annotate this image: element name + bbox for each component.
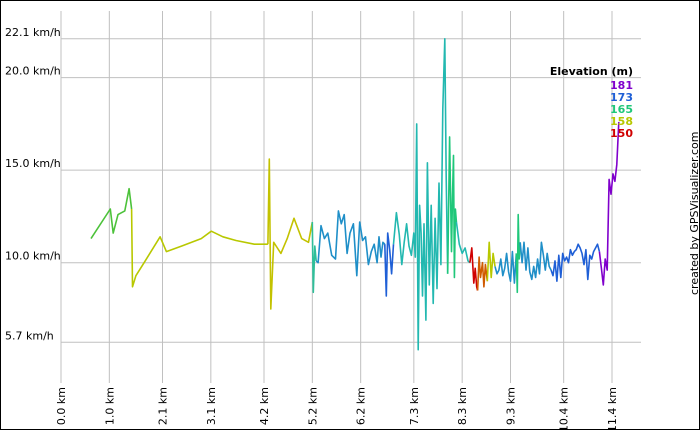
x-tick-label: 9.3 km — [505, 387, 518, 425]
grid — [60, 11, 641, 383]
x-tick-label: 1.0 km — [103, 387, 116, 425]
x-tick-label: 6.2 km — [355, 387, 368, 425]
x-tick-labels: 0.0 km 1.0 km 2.1 km 3.1 km 4.2 km 5.2 km 6.2 … — [55, 387, 619, 429]
series-line-0 — [90, 187, 133, 240]
x-tick-label: 5.2 km — [306, 387, 319, 425]
series-lines — [90, 37, 620, 351]
series-line-7 — [446, 136, 458, 279]
legend-item: 150 — [610, 127, 633, 140]
y-tick-label: 20.0 km/h — [5, 65, 61, 78]
legend-item: 158 — [610, 115, 633, 128]
legend-item: 173 — [610, 91, 633, 104]
y-tick-label: 5.7 km/h — [5, 329, 54, 342]
series-line-8 — [455, 221, 471, 264]
series-line-1 — [130, 208, 268, 288]
x-tick-label: 8.3 km — [456, 387, 469, 425]
x-tick-label: 3.1 km — [205, 387, 218, 425]
legend-item: 181 — [610, 79, 633, 92]
y-tick-label: 22.1 km/h — [5, 26, 61, 39]
legend-title: Elevation (m) — [550, 65, 633, 78]
series-line-12 — [494, 250, 518, 284]
x-tick-label: 0.0 km — [55, 387, 68, 425]
series-line-2 — [267, 158, 314, 310]
credit-text: created by GPSVisualizer.com — [688, 132, 699, 295]
x-tick-label: 11.4 km — [606, 387, 619, 429]
series-line-10 — [476, 256, 489, 291]
series-line-3 — [311, 221, 317, 294]
series-line-16 — [598, 121, 620, 286]
x-tick-label: 2.1 km — [157, 387, 170, 425]
series-line-5 — [384, 232, 395, 297]
y-tick-label: 10.0 km/h — [5, 250, 61, 263]
x-tick-label: 10.4 km — [558, 387, 571, 429]
y-tick-label: 15.0 km/h — [5, 157, 61, 170]
series-line-4 — [315, 210, 386, 277]
y-tick-labels: 5.7 km/h 10.0 km/h 15.0 km/h 20.0 km/h 22.1 … — [5, 26, 61, 343]
series-line-13 — [515, 213, 521, 294]
series-line-6 — [392, 37, 449, 351]
x-tick-label: 4.2 km — [258, 387, 271, 425]
series-line-14 — [519, 241, 552, 281]
series-line-11 — [486, 241, 496, 282]
series-line-9 — [469, 247, 479, 291]
legend-item: 165 — [610, 103, 633, 116]
series-line-15 — [550, 243, 601, 283]
x-tick-label: 7.3 km — [408, 387, 421, 425]
